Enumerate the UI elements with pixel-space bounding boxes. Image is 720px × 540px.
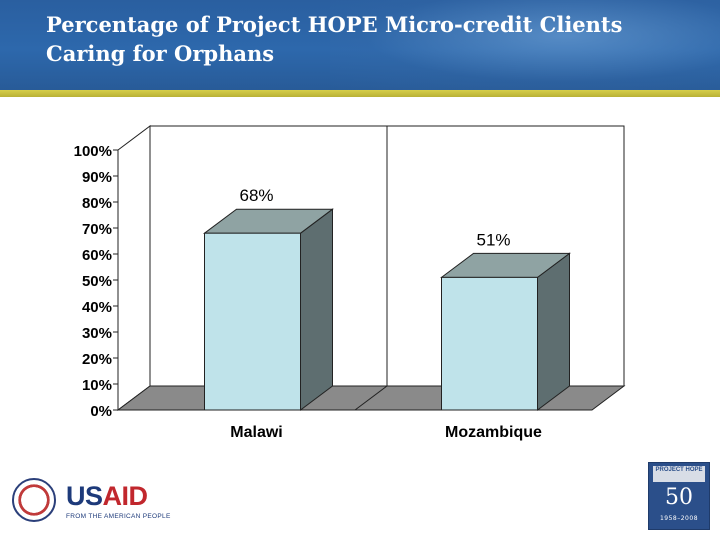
floor-divider xyxy=(354,385,388,411)
y-tick-label: 10% xyxy=(82,377,112,394)
header-photo xyxy=(330,0,720,90)
y-tick-label: 40% xyxy=(82,299,112,316)
data-label: 68% xyxy=(239,186,273,205)
usaid-logo-aid: AID xyxy=(102,481,149,511)
slide-title: Percentage of Project HOPE Micro-credit … xyxy=(46,12,623,66)
usaid-seal-icon xyxy=(12,478,56,522)
project-hope-logo: PROJECT HOPE 50 1958–2008 xyxy=(648,462,710,530)
y-tick-label: 80% xyxy=(82,195,112,212)
usaid-tagline: FROM THE AMERICAN PEOPLE xyxy=(66,513,171,520)
x-category-label: Malawi xyxy=(230,424,282,441)
hope-logo-years: 1958–2008 xyxy=(659,515,699,522)
y-tick-label: 60% xyxy=(82,247,112,264)
bar-mozambique xyxy=(440,252,571,411)
bar-side xyxy=(537,252,570,411)
bar-front xyxy=(441,276,538,411)
data-label: 51% xyxy=(476,230,510,249)
bar-malawi xyxy=(203,208,334,411)
hope-logo-number: 50 xyxy=(665,485,693,510)
usaid-logo: USAID FROM THE AMERICAN PEOPLE xyxy=(12,478,177,526)
slide-header: Percentage of Project HOPE Micro-credit … xyxy=(0,0,720,90)
y-tick-label: 20% xyxy=(82,351,112,368)
header-divider xyxy=(0,90,720,97)
x-category-label: Mozambique xyxy=(445,424,542,441)
y-tick-label: 100% xyxy=(74,143,112,160)
y-tick-label: 0% xyxy=(90,403,112,420)
y-axis-ticks: 0% 10% 20% 30% 40% 50% 60% 70% 80% 90% 100% xyxy=(74,143,118,420)
side-wall xyxy=(117,125,151,411)
y-tick-label: 30% xyxy=(82,325,112,342)
usaid-logo-us: US xyxy=(66,481,103,511)
hope-logo-name: PROJECT HOPE xyxy=(653,466,705,482)
bar-front xyxy=(204,232,301,411)
chart-bars xyxy=(203,208,571,411)
y-tick-label: 70% xyxy=(82,221,112,238)
bar-side xyxy=(300,208,333,411)
chart-labels: 68% Malawi 51% Mozambique xyxy=(230,186,542,441)
y-tick-label: 50% xyxy=(82,273,112,290)
y-tick-label: 90% xyxy=(82,169,112,186)
